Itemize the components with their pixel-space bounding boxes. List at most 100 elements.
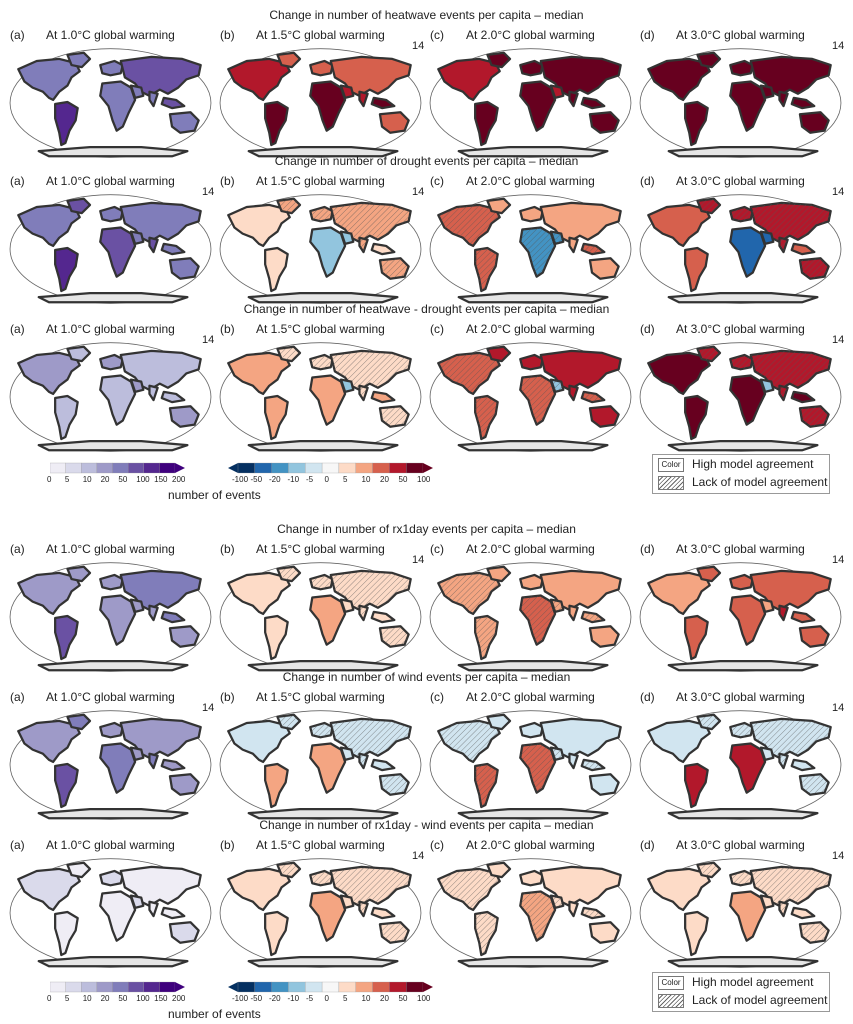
panel-letter: (a) (10, 28, 25, 42)
region-antarctica (247, 659, 399, 672)
panel-title: At 1.0°C global warming (46, 838, 175, 852)
panel-letter: (a) (10, 174, 25, 188)
hatch-seasia (581, 611, 605, 623)
hatch-southAmerica (475, 615, 498, 660)
colorbar-tick-label: -5 (306, 475, 314, 484)
panel-title: At 1.0°C global warming (46, 542, 175, 556)
region-australia (588, 257, 620, 280)
panel-title: At 3.0°C global warming (676, 690, 805, 704)
region-seasia (370, 390, 396, 404)
region-asia (119, 201, 202, 243)
region-africa (309, 226, 347, 278)
region-africa (99, 226, 137, 278)
region-greenland (486, 51, 512, 69)
region-australia (378, 111, 410, 134)
world-map (219, 194, 422, 304)
panel-letter: (c) (430, 838, 444, 852)
colorbar-segment (65, 462, 82, 474)
panel-number: 14 (412, 40, 425, 52)
region-africa (99, 80, 137, 132)
colorbar-tick-label: -100 (232, 994, 249, 1003)
region-northAmerica (647, 57, 711, 102)
hatch-asia (330, 350, 411, 390)
panel-title: At 2.0°C global warming (466, 542, 595, 556)
colorbar-segment (81, 462, 98, 474)
diverging-colorbar-wrap (228, 461, 433, 479)
region-australia (168, 111, 200, 134)
hatch-india (779, 385, 788, 401)
region-northAmerica (647, 571, 711, 616)
panel-letter: (a) (10, 690, 25, 704)
colorbar-segment (127, 462, 144, 474)
region-europe (519, 721, 544, 739)
panel-title: At 1.5°C global warming (256, 322, 385, 336)
region-seasia (160, 96, 186, 110)
world-map (429, 858, 632, 968)
hatch-arabia (551, 747, 564, 760)
region-greenland (486, 565, 512, 583)
colorbar-tick-label: -10 (287, 475, 300, 484)
region-antarctica (37, 659, 189, 672)
panel-letter: (b) (220, 542, 235, 556)
colorbar-tick-label: 0 (324, 475, 329, 484)
region-antarctica (457, 659, 609, 672)
panel-letter: (c) (430, 174, 444, 188)
region-australia (588, 773, 620, 796)
region-southAmerica (264, 394, 289, 441)
colorbar-tick-label: -5 (306, 994, 314, 1003)
region-antarctica (247, 807, 399, 820)
world-map (9, 710, 212, 820)
world-map (9, 194, 212, 304)
hatch-greenland (277, 198, 300, 214)
hatch-australia (799, 774, 829, 795)
colorbar-extend-arrow (423, 982, 433, 992)
colorbar-tick-label: 100 (136, 994, 150, 1003)
region-arabia (759, 230, 775, 246)
hatch-africa (520, 891, 556, 941)
colorbar-tick-label: 0 (324, 994, 329, 1003)
world-map (9, 48, 212, 158)
colorbar-tick-label: 20 (380, 475, 389, 484)
region-arabia (129, 378, 145, 394)
region-india (568, 236, 579, 254)
hatch-arabia (551, 599, 564, 612)
region-australia (588, 921, 620, 944)
colorbar-segment (49, 462, 66, 474)
hatch-northAmerica (438, 868, 500, 910)
panel-title: At 3.0°C global warming (676, 322, 805, 336)
colorbar-segment (143, 981, 160, 993)
region-greenland (66, 197, 92, 215)
region-asia (329, 55, 412, 97)
hatch-asia (750, 350, 831, 390)
hatch-india (359, 385, 368, 401)
world-map (429, 342, 632, 452)
region-europe (519, 59, 544, 77)
world-map (639, 48, 842, 158)
panel-letter: (d) (640, 690, 655, 704)
world-map (639, 710, 842, 820)
region-europe (99, 353, 124, 371)
colorbar-tick-label: -50 (250, 475, 263, 484)
hatch-india (359, 605, 368, 621)
world-map (219, 342, 422, 452)
colorbar-segment (127, 981, 144, 993)
region-seasia (790, 906, 816, 920)
region-greenland (486, 861, 512, 879)
panel-number: 14 (202, 702, 215, 714)
colorbar-segment (406, 462, 424, 474)
region-arabia (759, 894, 775, 910)
colorbar-segment (237, 981, 255, 993)
colorbar-tick-label: 5 (343, 475, 348, 484)
region-africa (99, 594, 137, 646)
region-india (148, 604, 159, 622)
region-seasia (370, 242, 396, 256)
region-southAmerica (54, 614, 79, 661)
region-northAmerica (227, 719, 291, 764)
hatch-asia (750, 866, 831, 906)
region-asia (119, 717, 202, 759)
hatch-greenland (697, 346, 720, 362)
hatch-seasia (581, 907, 605, 919)
panel-title: At 1.5°C global warming (256, 690, 385, 704)
region-africa (729, 374, 767, 426)
hatch-arabia (551, 895, 564, 908)
